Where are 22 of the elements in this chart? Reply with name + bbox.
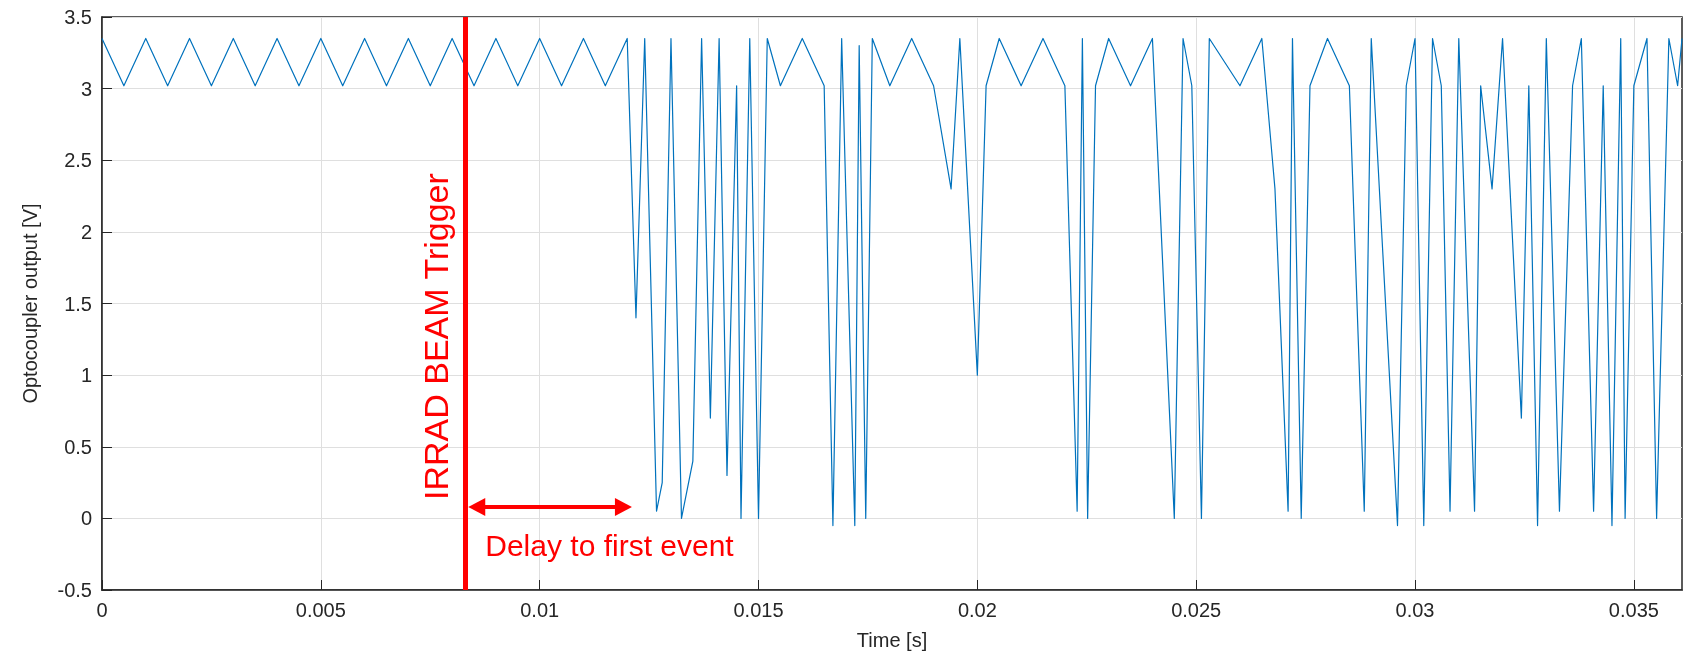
x-tick-label: 0.035 [1608, 599, 1659, 621]
y-tick-label: 3.5 [64, 6, 92, 28]
x-tick-label: 0.01 [520, 599, 560, 621]
x-axis-title: Time [s] [856, 629, 928, 651]
x-tick-label: 0.02 [957, 599, 997, 621]
y-tick-label: 0.5 [64, 435, 92, 458]
x-tick-label: 0 [96, 599, 108, 621]
annotation: Delay to first event [485, 529, 734, 563]
x-tick-label: 0.03 [1395, 599, 1435, 621]
y-tick-label: 0 [80, 507, 92, 530]
y-tick-label: 2 [80, 220, 92, 243]
y-tick-label: 3 [80, 77, 92, 100]
y-tick-label: -0.5 [57, 579, 92, 601]
y-tick-label: 1 [80, 364, 92, 387]
x-tick-label: 0.025 [1171, 599, 1222, 621]
ref-line-label: IRRAD BEAM Trigger [417, 173, 456, 500]
x-tick-label: 0.005 [295, 599, 346, 621]
y-tick-label: 1.5 [64, 292, 92, 315]
y-axis-title: Optocoupler output [V] [19, 203, 41, 404]
y-tick-label: 2.5 [64, 149, 92, 172]
x-tick-label: 0.015 [733, 599, 784, 621]
line-series [101, 37, 1683, 527]
